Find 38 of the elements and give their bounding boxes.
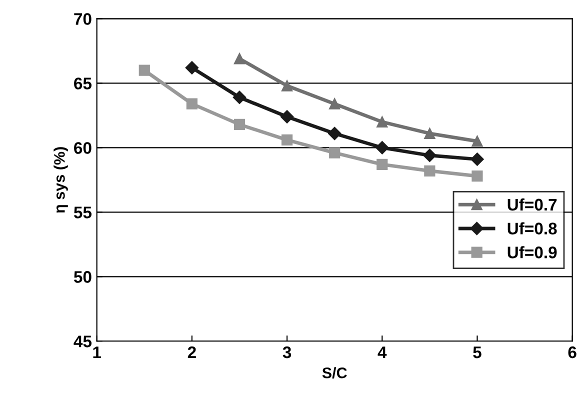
- point: [185, 61, 199, 74]
- point: [281, 134, 293, 146]
- point: [234, 118, 246, 130]
- point: [424, 128, 436, 140]
- y-tick-label: 50: [74, 271, 92, 283]
- point: [138, 64, 150, 76]
- point: [186, 98, 198, 110]
- y-tick-label: 55: [74, 206, 92, 218]
- point: [328, 126, 342, 140]
- y-tick-label: 70: [74, 13, 92, 25]
- point: [470, 152, 484, 166]
- y-axis-title: η sys (%): [54, 147, 68, 213]
- x-tick-label: 5: [473, 346, 482, 358]
- legend-label: Uf=0.9: [508, 246, 557, 258]
- legend-label: Uf=0.8: [508, 222, 557, 234]
- point: [280, 110, 294, 124]
- y-tick-label: 45: [74, 336, 92, 348]
- x-tick-label: 2: [188, 346, 196, 358]
- point: [472, 136, 483, 147]
- point: [424, 165, 436, 176]
- point: [376, 158, 388, 170]
- point: [472, 170, 483, 182]
- point: [376, 141, 389, 154]
- point: [423, 148, 436, 162]
- point: [281, 80, 293, 92]
- x-tick-label: 4: [378, 346, 387, 358]
- x-tick-label: 3: [282, 346, 292, 358]
- x-axis-title: S/C: [322, 367, 347, 378]
- y-tick-label: 60: [74, 142, 92, 154]
- point: [329, 147, 340, 158]
- point: [376, 116, 388, 128]
- x-tick-label: 1: [93, 346, 102, 358]
- y-tick-label: 65: [74, 78, 92, 90]
- point: [232, 90, 246, 104]
- point: [329, 98, 340, 110]
- x-tick-label: 6: [568, 346, 576, 358]
- point: [234, 53, 246, 64]
- legend-label: Uf=0.7: [508, 198, 557, 211]
